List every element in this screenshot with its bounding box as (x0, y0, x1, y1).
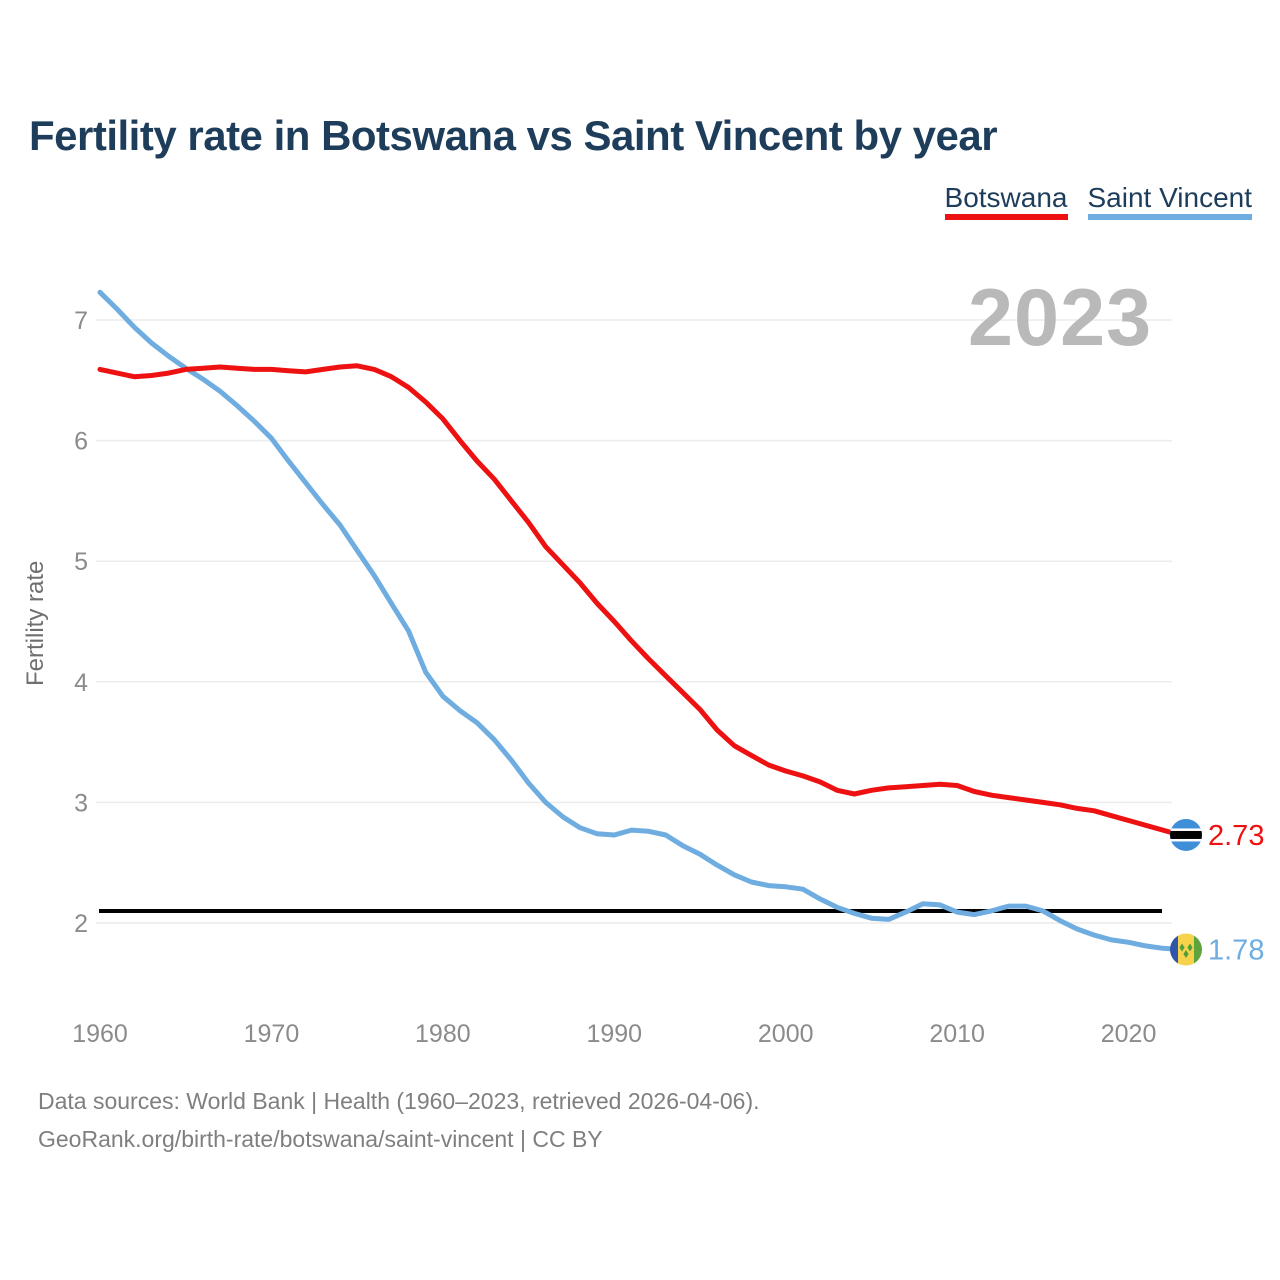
y-tick-label-5: 5 (74, 548, 88, 576)
legend-item-saint-vincent[interactable]: Saint Vincent (1087, 183, 1252, 221)
y-tick-label-2: 2 (74, 910, 88, 938)
x-tick-label-2010: 2010 (929, 1020, 985, 1048)
footer-data-sources: Data sources: World Bank | Health (1960–… (38, 1088, 760, 1114)
series-line-saint-vincent (97, 289, 1183, 952)
y-tick-label-3: 3 (74, 789, 88, 817)
x-tick-label-2020: 2020 (1101, 1020, 1157, 1048)
end-value-saint-vincent: 1.78 (1208, 935, 1264, 967)
legend-item-botswana[interactable]: Botswana (944, 183, 1068, 221)
page-title: Fertility rate in Botswana vs Saint Vinc… (29, 112, 998, 159)
x-tick-label-1970: 1970 (244, 1020, 300, 1048)
legend: Botswana Saint Vincent (944, 183, 1252, 221)
x-tick-label-1990: 1990 (586, 1020, 642, 1048)
series-line-botswana (97, 363, 1183, 838)
x-tick-label-1980: 1980 (415, 1020, 471, 1048)
footer-attribution: GeoRank.org/birth-rate/botswana/saint-vi… (38, 1126, 603, 1152)
y-tick-label-6: 6 (74, 428, 88, 456)
y-tick-label-7: 7 (74, 307, 88, 335)
x-tick-label-2000: 2000 (758, 1020, 814, 1048)
end-value-botswana: 2.73 (1208, 820, 1264, 852)
x-tick-label-1960: 1960 (72, 1020, 128, 1048)
saint-vincent-flag-icon (1170, 933, 1202, 966)
y-tick-label-4: 4 (74, 669, 88, 697)
watermark-year: 2023 (968, 273, 1153, 363)
botswana-flag-icon (1170, 818, 1202, 851)
y-axis-title: Fertility rate (22, 560, 49, 686)
